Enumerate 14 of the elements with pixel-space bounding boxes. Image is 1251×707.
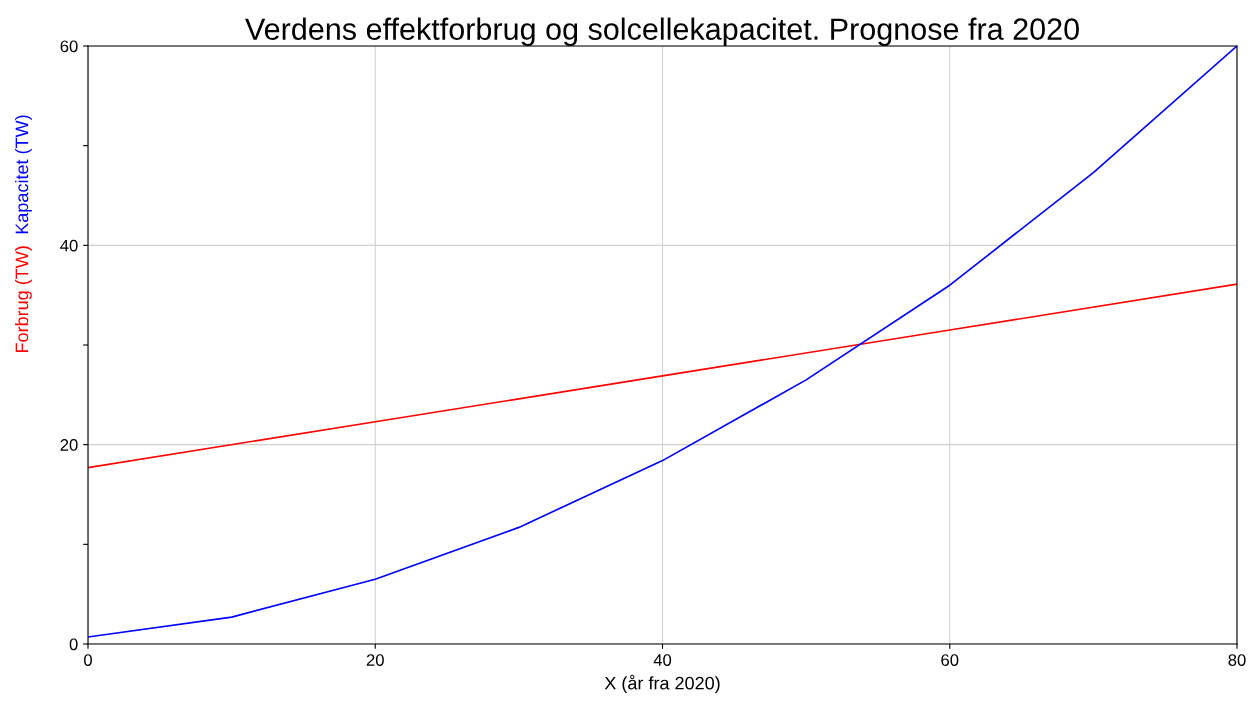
x-tick-label: 20 xyxy=(366,654,384,666)
y-tick-label: 20 xyxy=(60,439,78,451)
x-axis-title: X (år fra 2020) xyxy=(604,674,720,694)
line-series xyxy=(88,283,1237,469)
x-tick-label: 80 xyxy=(1228,654,1246,666)
y-tick-label: 60 xyxy=(60,40,78,53)
chart-title: Verdens effektforbrug og solcellekapacitet. Prognose fra 2020 xyxy=(245,17,1079,46)
y-tick-label: 40 xyxy=(60,239,78,252)
x-tick-label: 60 xyxy=(941,654,959,666)
text: Kapacitet (TW) xyxy=(15,115,32,234)
y-tick-label: 0 xyxy=(69,638,78,651)
x-tick-label: 0 xyxy=(84,654,92,666)
x-tick-label: 40 xyxy=(653,654,672,666)
text: Forbrug (TW) xyxy=(15,246,32,353)
